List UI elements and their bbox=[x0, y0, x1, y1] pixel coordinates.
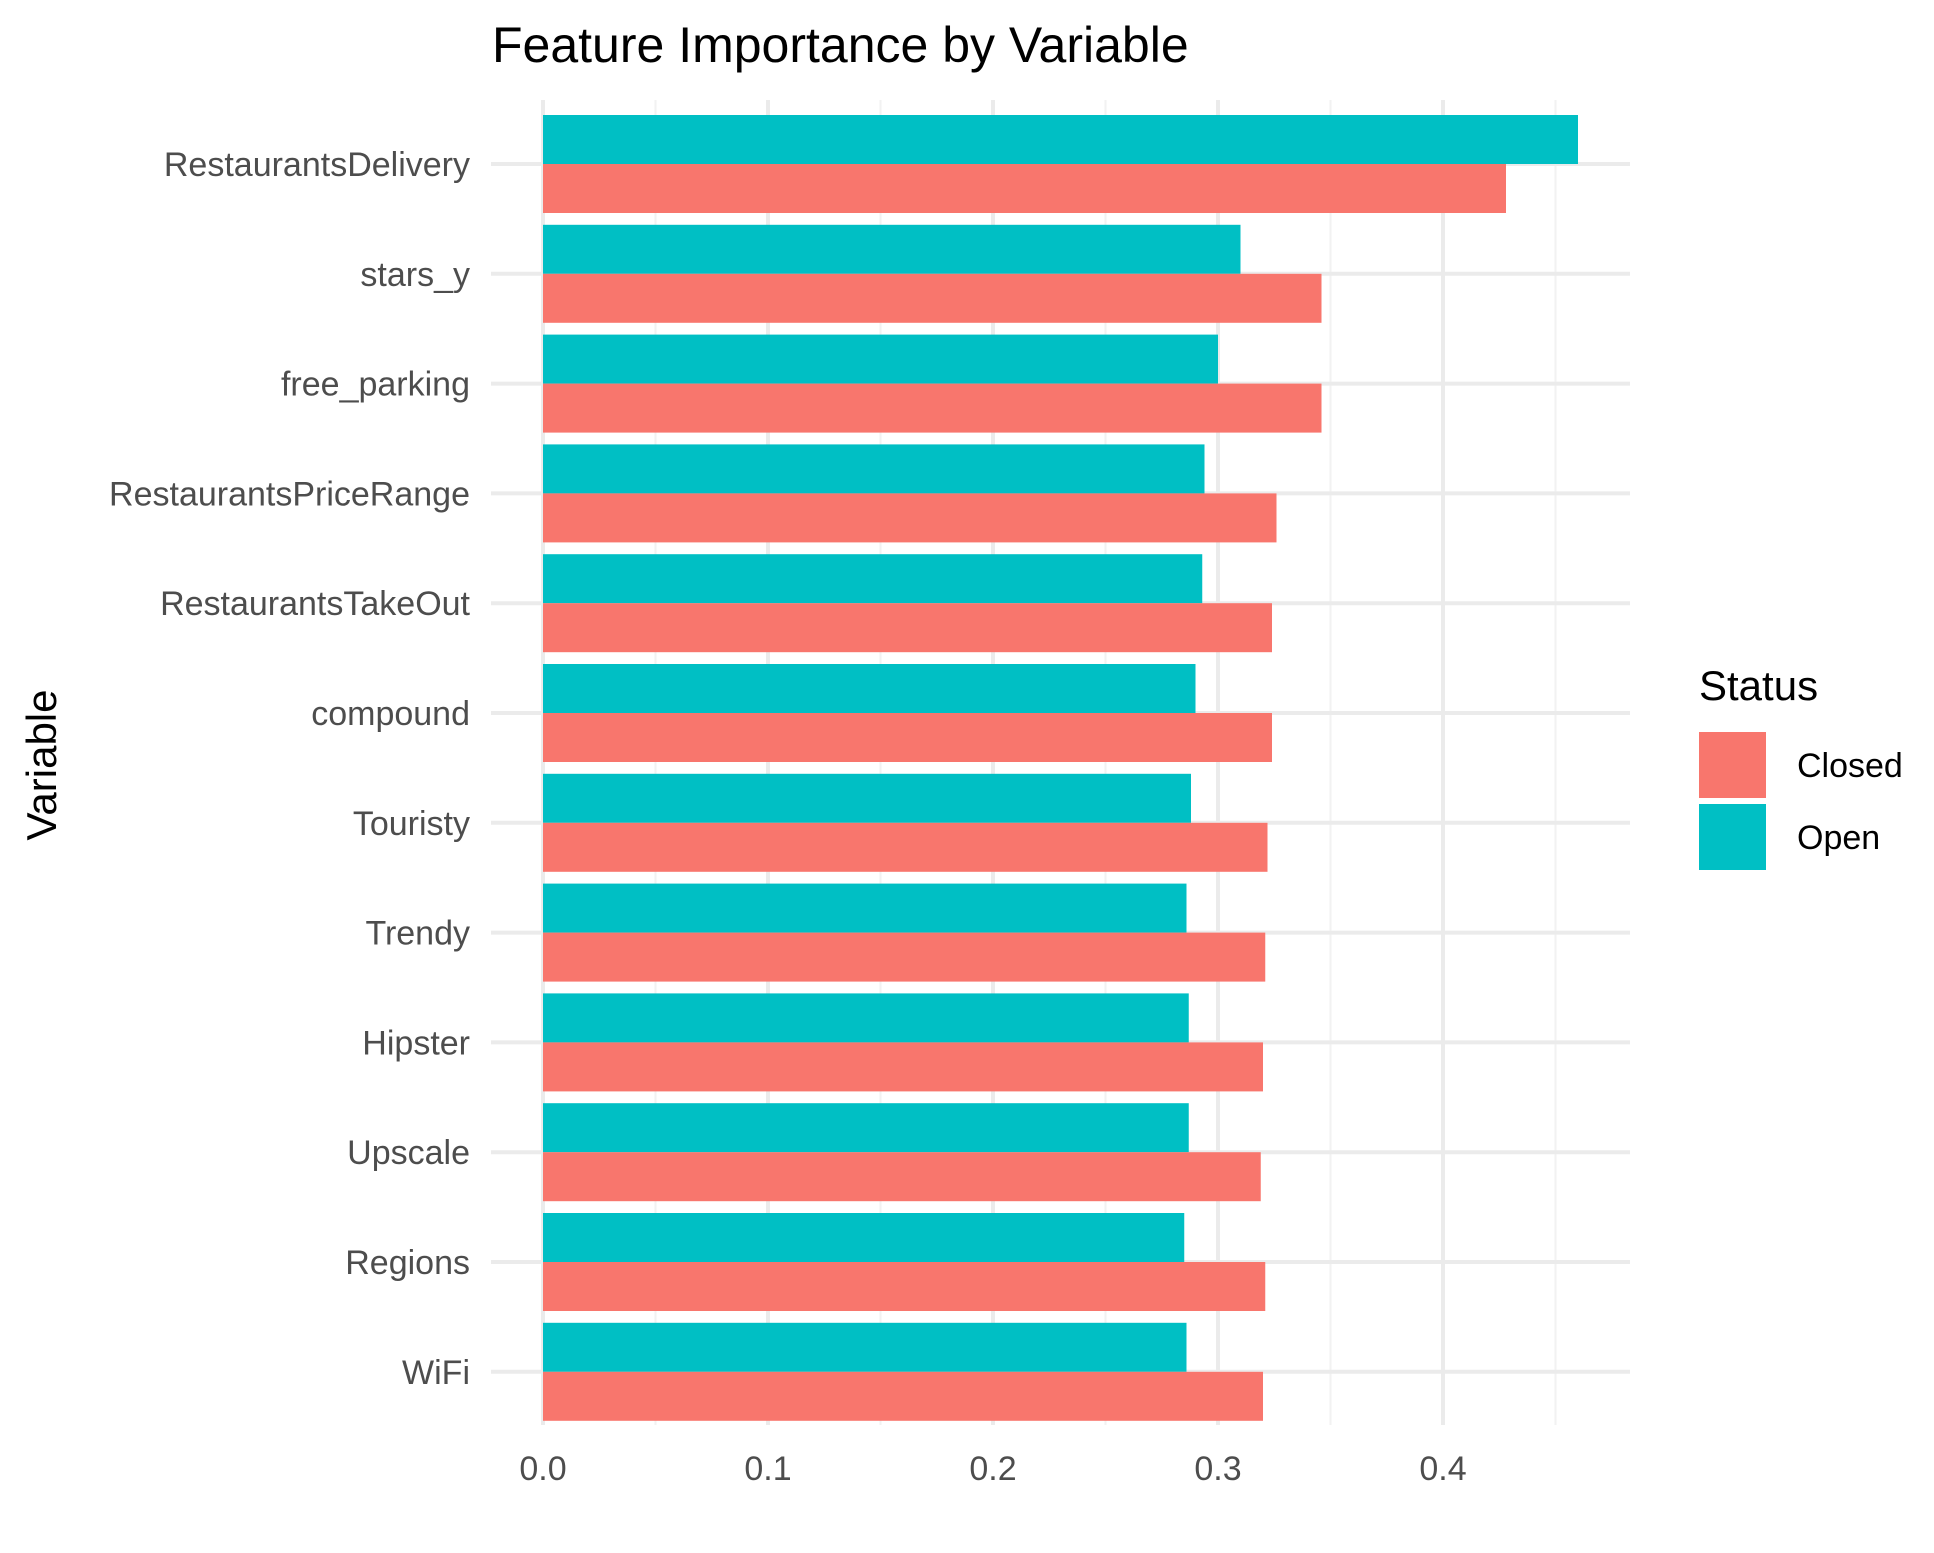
category-label: compound bbox=[311, 695, 470, 733]
bar-open bbox=[543, 773, 1191, 823]
bar-open bbox=[543, 1322, 1187, 1372]
bar-closed bbox=[543, 273, 1322, 323]
category-label: RestaurantsTakeOut bbox=[160, 585, 470, 623]
category-label: Touristy bbox=[353, 805, 470, 843]
category-label: stars_y bbox=[360, 256, 470, 294]
bar-open bbox=[543, 554, 1203, 604]
legend-swatch bbox=[1699, 804, 1766, 870]
bar-closed bbox=[543, 932, 1266, 982]
bar-closed bbox=[543, 1262, 1266, 1311]
bar-open bbox=[543, 993, 1189, 1043]
bar-closed bbox=[543, 1371, 1263, 1421]
bar-open bbox=[543, 334, 1218, 384]
category-label: RestaurantsDelivery bbox=[164, 146, 470, 184]
x-tick-labels: 0.0 0.1 0.2 0.3 0.4 bbox=[519, 1450, 1466, 1488]
category-label: RestaurantsPriceRange bbox=[109, 475, 470, 513]
x-tick-label: 0.3 bbox=[1194, 1450, 1241, 1488]
legend-label: Closed bbox=[1797, 747, 1903, 785]
bar-open bbox=[543, 883, 1187, 933]
legend-swatch bbox=[1699, 732, 1766, 798]
bar-open bbox=[543, 1103, 1189, 1153]
x-tick-label: 0.4 bbox=[1419, 1450, 1466, 1488]
category-label: Upscale bbox=[347, 1134, 470, 1172]
bar-closed bbox=[543, 493, 1277, 543]
legend: Status Closed Open bbox=[1699, 662, 1903, 870]
bar-open bbox=[543, 224, 1241, 274]
bars bbox=[543, 115, 1578, 1421]
bar-closed bbox=[543, 822, 1268, 872]
bar-closed bbox=[543, 713, 1272, 762]
bar-closed bbox=[543, 164, 1506, 213]
category-label: Trendy bbox=[365, 915, 470, 953]
x-tick-label: 0.2 bbox=[969, 1450, 1016, 1488]
category-label: WiFi bbox=[402, 1354, 470, 1392]
bar-closed bbox=[543, 603, 1272, 653]
bar-open bbox=[543, 664, 1196, 713]
legend-title: Status bbox=[1699, 662, 1818, 709]
category-labels: RestaurantsDelivery stars_y free_parking Re… bbox=[109, 146, 471, 1392]
category-label: Hipster bbox=[362, 1024, 470, 1062]
chart-title: Feature Importance by Variable bbox=[492, 17, 1189, 73]
category-label: Regions bbox=[345, 1244, 470, 1282]
bar-open bbox=[543, 1213, 1185, 1262]
bar-closed bbox=[543, 1152, 1261, 1202]
bar-open bbox=[543, 444, 1205, 494]
bar-open bbox=[543, 115, 1578, 164]
y-axis-title: Variable bbox=[18, 690, 65, 841]
category-label: free_parking bbox=[281, 366, 470, 404]
legend-label: Open bbox=[1797, 819, 1880, 857]
x-tick-label: 0.0 bbox=[519, 1450, 566, 1488]
bar-closed bbox=[543, 1042, 1263, 1092]
x-tick-label: 0.1 bbox=[744, 1450, 791, 1488]
bar-closed bbox=[543, 383, 1322, 433]
